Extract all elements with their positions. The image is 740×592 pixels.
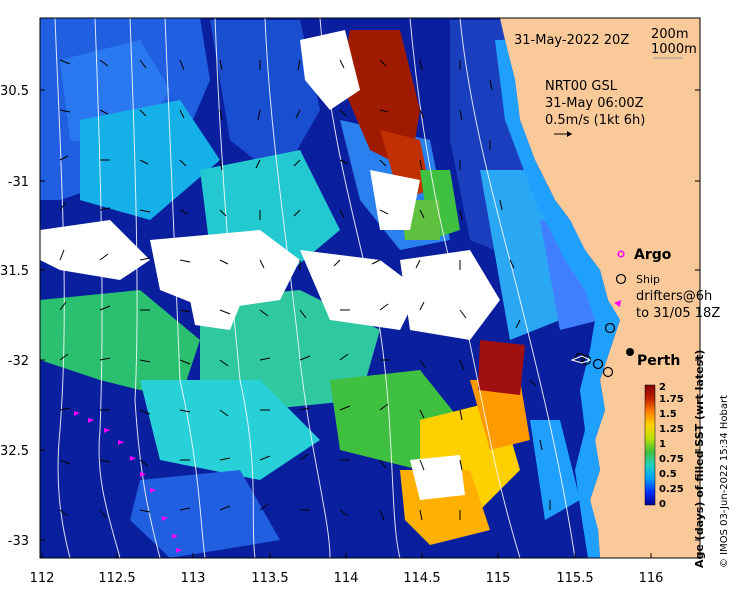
perth-label: Perth [637, 353, 680, 369]
y-tick-label: -31.5 [0, 264, 29, 279]
colorbar-tick-label: 1.25 [659, 424, 684, 435]
argo-legend-label: Argo [634, 247, 672, 263]
y-tick-label: -32 [8, 354, 29, 369]
current-time-label: 31-May 06:00Z [545, 96, 644, 111]
colorbar-axis-label: Age (days) of filled SST (wrt latest) [693, 350, 706, 568]
x-tick-label: 115.5 [556, 571, 593, 586]
drifters-legend-line1: drifters@6h [636, 289, 712, 304]
x-tick-labels: 112 112.5 113 113.5 114 114.5 115 115.5 … [30, 571, 664, 586]
y-tick-label: -32.5 [0, 444, 29, 459]
current-scale-arrow [554, 131, 572, 137]
credit-label: © IMOS 03-Jun-2022 15:34 Hobart [719, 395, 730, 568]
no-data-patches [40, 30, 500, 500]
colorbar [644, 384, 656, 506]
y-tick-label: -31 [8, 175, 29, 190]
coastal-sst-strip [495, 40, 620, 558]
y-tick-label: -33 [8, 534, 29, 549]
map-plot-area [40, 18, 700, 558]
isobath-label-1000m: 1000m [651, 42, 697, 57]
x-tick-label: 112 [30, 571, 55, 586]
ship-legend-icon [615, 273, 627, 285]
plot-frame [39, 17, 701, 559]
colorbar-tick-label: 0 [659, 499, 666, 510]
x-tick-label: 113 [181, 571, 206, 586]
drifters-legend-line2: to 31/05 18Z [636, 306, 720, 321]
x-axis [41, 553, 652, 558]
rottnest-outline [570, 355, 592, 364]
isobath-contours [54, 18, 576, 558]
y-axis [40, 89, 700, 541]
drifter-track [74, 411, 182, 553]
x-tick-label: 112.5 [98, 571, 135, 586]
x-tick-label: 115 [486, 571, 511, 586]
x-tick-label: 114 [334, 571, 359, 586]
colorbar-tick-label: 0.75 [659, 454, 684, 465]
y-tick-labels: -30.5 -31 -31.5 -32 -32.5 -33 [0, 84, 29, 549]
date-label: 31-May-2022 20Z [514, 33, 629, 48]
colorbar-ticks: 0 0.25 0.5 0.75 1 1.25 1.5 1.75 2 [659, 382, 684, 510]
colorbar-tick-label: 1.5 [659, 409, 677, 420]
isobath-label-200m: 200m [651, 27, 688, 42]
x-tick-label: 114.5 [403, 571, 440, 586]
x-tick-label: 113.5 [251, 571, 288, 586]
current-source-label: NRT00 GSL [545, 79, 618, 94]
ship-legend-label: Ship [636, 273, 660, 286]
y-tick-label: -30.5 [0, 84, 29, 99]
current-vectors [59, 59, 551, 521]
colorbar-tick-label: 1 [659, 439, 666, 450]
drifter-legend-icon [614, 300, 621, 307]
argo-legend-icon [617, 250, 625, 258]
colorbar-tick-label: 1.75 [659, 394, 684, 405]
current-scale-label: 0.5m/s (1kt 6h) [545, 113, 645, 128]
colorbar-tick-label: 2 [659, 382, 666, 393]
colorbar-tick-label: 0.5 [659, 469, 677, 480]
perth-marker [626, 348, 634, 356]
x-tick-label: 116 [639, 571, 664, 586]
colorbar-tick-label: 0.25 [659, 484, 684, 495]
